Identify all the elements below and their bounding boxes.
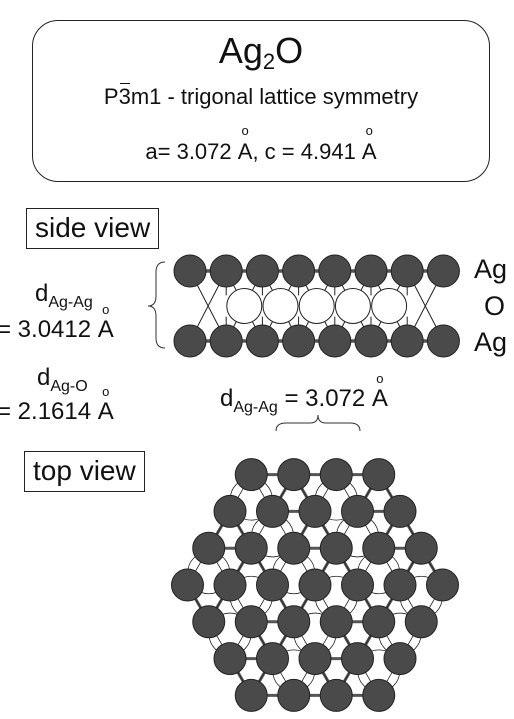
d-ag-o-label: dAg-O [37,364,88,396]
side-ag-atom [354,254,388,288]
info-box: Ag2O P3m1 - trigonal lattice symmetry a=… [32,20,490,182]
top-ag-atom [362,531,396,565]
top-ag-atom [404,531,438,565]
top-ag-atom [234,531,268,565]
side-o-atom [262,288,299,324]
top-ag-atom [234,605,268,639]
top-ag-atom [404,605,438,639]
d-ag-ag-side-value: = 3.0412 A [0,318,114,342]
top-ag-atom [277,678,311,712]
side-ag-atom [282,324,316,358]
top-ag-atom [277,531,311,565]
top-ag-atom [319,678,353,712]
space-group: P3m1 - trigonal lattice symmetry [103,83,419,109]
top-ag-atom [277,458,311,492]
top-ag-atom [213,568,247,602]
layer-label-ag-bottom: Ag [474,327,508,357]
lattice-constants: a= 3.072 A, c = 4.941 A [33,139,489,165]
side-ag-atom [209,324,243,358]
side-o-atom [298,288,335,324]
top-view-label: top view [24,451,145,492]
top-ag-atom [319,531,353,565]
side-ag-atom [426,324,460,358]
layer-label-ag-top: Ag [474,254,508,284]
side-ag-atom [390,254,424,288]
side-ag-atom [209,254,243,288]
d-ag-o-value: = 2.1614 A [0,400,114,424]
top-ag-atom [319,605,353,639]
top-ag-atom [256,494,289,528]
top-ag-atom [213,642,247,676]
top-ag-atom [298,494,332,528]
top-ag-atom [362,678,396,712]
chemical-formula: Ag2O [218,30,304,75]
top-ag-atom [213,494,247,528]
top-ag-atom [298,568,332,602]
side-ag-atom [318,254,352,288]
side-o-atom [334,288,371,324]
side-ag-atom [245,324,279,358]
side-view-label: side view [26,208,160,249]
top-ag-atom [383,568,417,602]
top-ag-atom [298,642,332,676]
side-ag-atom [173,324,207,358]
top-ag-atom [426,568,459,602]
side-ag-atom [245,254,279,288]
top-ag-atom [319,458,353,492]
top-ag-atom [256,568,289,602]
layer-label-o: O [484,291,506,321]
top-ag-atom [256,642,289,676]
side-ag-atom [282,254,316,288]
top-ag-atom [192,531,226,565]
d-ag-ag-top-label: dAg-Ag = 3.072 A [220,387,388,420]
side-ag-atom [390,324,424,358]
top-ag-atom [362,605,396,639]
side-ag-atom [173,254,207,288]
top-ag-atom [383,494,417,528]
top-ag-atom [362,458,396,492]
top-ag-atom [341,642,374,676]
top-ag-atom [341,568,374,602]
top-ag-atom [383,642,417,676]
top-ag-atom [341,494,374,528]
side-o-atom [226,288,263,324]
side-ag-atom [354,324,388,358]
top-ag-atom [192,605,226,639]
top-ag-atom [234,458,268,492]
side-ag-atom [426,254,460,288]
top-brace [275,414,361,432]
top-ag-atom [277,605,311,639]
d-ag-ag-side-label: dAg-Ag [35,280,93,312]
side-o-atom [371,288,408,324]
side-ag-atom [318,324,352,358]
side-brace [147,261,166,349]
top-ag-atom [234,678,268,712]
top-ag-atom [171,568,204,602]
